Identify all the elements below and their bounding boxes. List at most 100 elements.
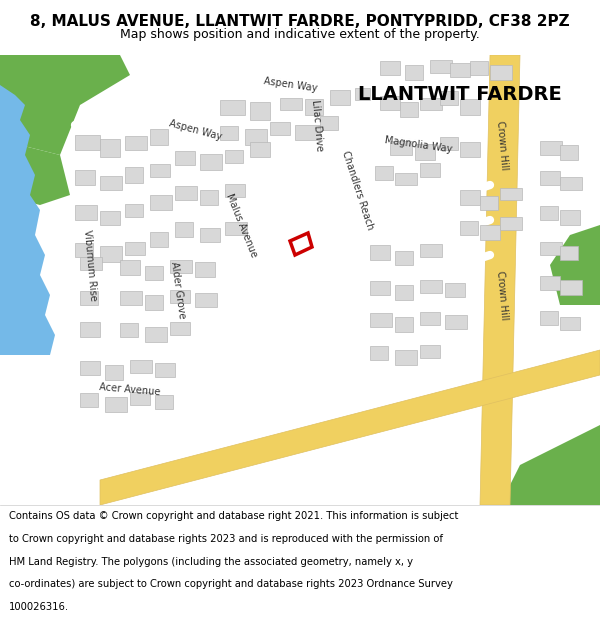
Polygon shape <box>420 163 440 177</box>
Polygon shape <box>80 361 100 375</box>
Text: HM Land Registry. The polygons (including the associated geometry, namely x, y: HM Land Registry. The polygons (includin… <box>9 557 413 567</box>
Polygon shape <box>560 280 582 295</box>
Polygon shape <box>105 365 123 380</box>
Polygon shape <box>540 141 562 155</box>
Polygon shape <box>105 397 127 412</box>
Polygon shape <box>245 129 267 145</box>
Polygon shape <box>370 313 392 327</box>
Polygon shape <box>445 283 465 297</box>
Polygon shape <box>460 142 480 157</box>
Polygon shape <box>220 100 245 115</box>
Polygon shape <box>200 190 218 205</box>
Text: LLANTWIT FARDRE: LLANTWIT FARDRE <box>358 86 562 104</box>
Polygon shape <box>150 129 168 145</box>
Polygon shape <box>560 317 580 330</box>
Polygon shape <box>540 171 560 185</box>
Polygon shape <box>125 167 143 183</box>
Polygon shape <box>370 346 388 360</box>
Polygon shape <box>480 196 498 210</box>
Polygon shape <box>470 61 488 75</box>
Polygon shape <box>280 98 302 110</box>
Polygon shape <box>305 99 323 115</box>
Polygon shape <box>75 135 100 150</box>
Polygon shape <box>500 425 600 505</box>
Polygon shape <box>100 246 122 262</box>
Polygon shape <box>175 222 193 237</box>
Polygon shape <box>380 61 400 75</box>
Polygon shape <box>500 217 522 230</box>
Polygon shape <box>540 311 558 325</box>
Polygon shape <box>420 345 440 358</box>
Polygon shape <box>540 206 558 220</box>
Polygon shape <box>125 242 145 255</box>
Text: Crown Hill: Crown Hill <box>495 270 509 320</box>
Text: Aspen Way: Aspen Way <box>167 118 223 142</box>
Polygon shape <box>145 266 163 280</box>
Polygon shape <box>395 285 413 300</box>
Polygon shape <box>550 225 600 305</box>
Polygon shape <box>80 291 98 305</box>
Polygon shape <box>460 190 480 205</box>
Polygon shape <box>420 244 442 257</box>
Polygon shape <box>225 184 245 197</box>
Polygon shape <box>500 188 522 200</box>
Text: co-ordinates) are subject to Crown copyright and database rights 2023 Ordnance S: co-ordinates) are subject to Crown copyr… <box>9 579 453 589</box>
Polygon shape <box>120 260 140 275</box>
Polygon shape <box>320 116 338 130</box>
Polygon shape <box>80 393 98 407</box>
Polygon shape <box>420 98 442 110</box>
Polygon shape <box>120 291 142 305</box>
Polygon shape <box>150 164 170 177</box>
Polygon shape <box>270 122 290 135</box>
Polygon shape <box>415 144 435 160</box>
Text: Chandlers Reach: Chandlers Reach <box>340 149 376 231</box>
Polygon shape <box>175 186 197 200</box>
Polygon shape <box>460 99 480 115</box>
Polygon shape <box>145 327 167 342</box>
Polygon shape <box>80 322 100 337</box>
Polygon shape <box>540 276 560 290</box>
Polygon shape <box>430 60 452 73</box>
Polygon shape <box>560 177 582 190</box>
Polygon shape <box>440 91 458 105</box>
Text: Crown Hill: Crown Hill <box>495 120 509 170</box>
Polygon shape <box>150 232 168 247</box>
Polygon shape <box>395 317 413 332</box>
Polygon shape <box>560 246 578 260</box>
Polygon shape <box>170 322 190 335</box>
Polygon shape <box>560 145 578 160</box>
Polygon shape <box>80 257 102 270</box>
Text: Acer Avenue: Acer Avenue <box>99 382 161 398</box>
Polygon shape <box>400 102 418 117</box>
Polygon shape <box>225 150 243 163</box>
Polygon shape <box>100 350 600 505</box>
Polygon shape <box>330 90 350 105</box>
Polygon shape <box>0 145 70 205</box>
Polygon shape <box>0 55 130 155</box>
Polygon shape <box>445 315 467 329</box>
Polygon shape <box>480 225 500 240</box>
Polygon shape <box>250 102 270 120</box>
Polygon shape <box>0 85 55 355</box>
Polygon shape <box>200 154 222 170</box>
Polygon shape <box>405 65 423 80</box>
Polygon shape <box>130 392 150 405</box>
Polygon shape <box>395 350 417 365</box>
Text: Viburnum Rise: Viburnum Rise <box>82 229 98 301</box>
Polygon shape <box>195 293 217 307</box>
Polygon shape <box>100 211 120 225</box>
Polygon shape <box>220 126 238 140</box>
Polygon shape <box>395 251 413 265</box>
Text: Malus Avenue: Malus Avenue <box>224 192 259 258</box>
Polygon shape <box>460 221 478 235</box>
Polygon shape <box>295 125 320 140</box>
Polygon shape <box>540 242 562 255</box>
Polygon shape <box>100 176 122 190</box>
Polygon shape <box>370 281 390 295</box>
Polygon shape <box>225 222 247 235</box>
Polygon shape <box>440 137 458 150</box>
Polygon shape <box>120 323 138 337</box>
Polygon shape <box>125 136 147 150</box>
Polygon shape <box>450 63 470 77</box>
Polygon shape <box>170 260 192 273</box>
